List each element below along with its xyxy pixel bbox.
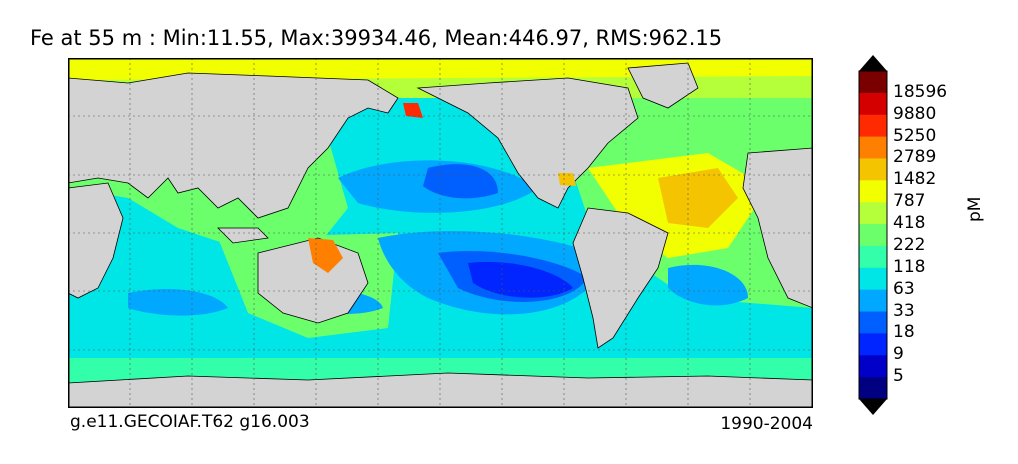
land [68, 62, 813, 408]
colorbar-tick-label: 118 [893, 256, 926, 277]
hotspot-gulf [558, 173, 576, 186]
colorbar-swatch [859, 289, 887, 313]
south-atlantic-low [668, 264, 748, 306]
colorbar-tick-label: 418 [893, 213, 926, 234]
map-frame [68, 58, 813, 408]
graticule [68, 58, 813, 408]
colorbar-min-arrow [859, 399, 887, 415]
land-africa-west [68, 182, 124, 299]
colorbar-tick-label: 33 [893, 300, 915, 321]
colorbar-tick-label: 18596 [893, 81, 948, 102]
land-south-america [572, 207, 669, 349]
ocean-map [68, 58, 813, 408]
colorbar-frame [858, 70, 888, 400]
colorbar-swatch [859, 224, 887, 247]
colorbar-swatch [859, 71, 887, 94]
land-north-america [416, 77, 639, 209]
colorbar-tick-label: 1482 [893, 169, 937, 190]
colorbar-swatch [859, 136, 887, 159]
north-pacific-core [423, 164, 498, 199]
land-eurasia [68, 72, 399, 219]
colorbar-swatch [859, 158, 887, 181]
colorbar-tick-label: 787 [893, 191, 926, 212]
date-range-label: 1990-2004 [720, 414, 813, 434]
hotspot-australia [308, 238, 343, 273]
colorbar-swatch [859, 311, 887, 334]
colorbar-swatch [859, 333, 887, 356]
colorbar-swatch [859, 245, 887, 269]
colorbar-swatch [859, 180, 887, 203]
hotspot-north-pacific-coast [403, 103, 423, 118]
land-antarctica [68, 372, 813, 408]
colorbar-swatch [859, 114, 887, 138]
colorbar [858, 55, 888, 415]
colorbar-tick-label: 63 [893, 278, 915, 299]
south-pacific-core [468, 261, 573, 298]
colorbar-tick-label: 9 [893, 344, 904, 365]
colorbar-swatch [859, 202, 887, 225]
land-greenland [627, 62, 699, 109]
atlantic-dust-core [658, 168, 738, 228]
colorbar-tick-label: 9880 [893, 103, 937, 124]
land-indonesia [217, 227, 269, 244]
colorbar-swatch [859, 92, 887, 116]
colorbar-swatch [859, 267, 887, 291]
unit-label: pM [965, 196, 985, 222]
colorbar-tick-label: 222 [893, 234, 926, 255]
land-africa [742, 147, 813, 309]
colorbar-swatch [859, 377, 887, 400]
colorbar-tick-label: 18 [893, 322, 915, 343]
colorbar-tick-label: 2789 [893, 147, 937, 168]
indian-low [128, 288, 228, 316]
colorbar-swatch [859, 355, 887, 378]
map-title: Fe at 55 m : Min:11.55, Max:39934.46, Me… [30, 26, 723, 50]
colorbar-tick-label: 5 [893, 366, 904, 387]
run-label: g.e11.GECOIAF.T62 g16.003 [70, 412, 310, 432]
colorbar-max-arrow [859, 55, 887, 71]
colorbar-tick-label: 5250 [893, 125, 937, 146]
